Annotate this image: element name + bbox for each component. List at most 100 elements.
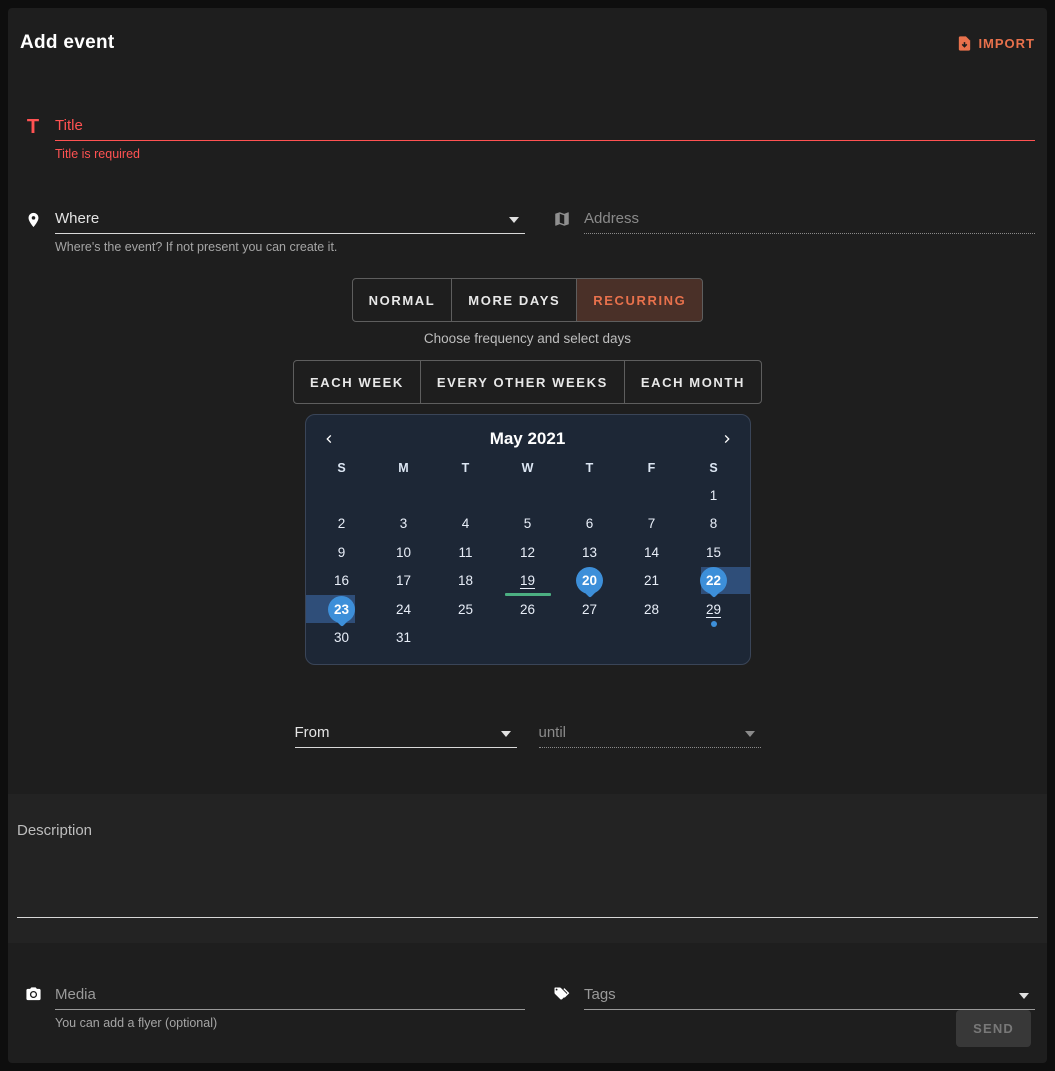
calendar-week-row: 30 31 bbox=[311, 624, 745, 653]
camera-icon bbox=[20, 983, 46, 1003]
calendar-day-empty bbox=[683, 624, 745, 653]
day-header: S bbox=[709, 461, 718, 475]
calendar-day-26[interactable]: 26 bbox=[519, 601, 536, 617]
toggle-each-week[interactable]: EACH WEEK bbox=[294, 361, 420, 403]
import-file-icon bbox=[956, 35, 973, 52]
calendar-day-5[interactable]: 5 bbox=[523, 516, 532, 531]
calendar-day-25[interactable]: 25 bbox=[457, 601, 474, 617]
calendar-day-empty bbox=[497, 624, 559, 653]
tags-caret-icon bbox=[1019, 993, 1029, 999]
calendar-day-27[interactable]: 27 bbox=[581, 601, 598, 617]
tags-select[interactable] bbox=[584, 983, 1035, 1010]
header: Add event IMPORT bbox=[8, 8, 1047, 54]
chevron-left-icon bbox=[321, 431, 337, 447]
calendar-day-28[interactable]: 28 bbox=[643, 601, 660, 617]
frequency-toggle: EACH WEEK EVERY OTHER WEEKS EACH MONTH bbox=[293, 360, 762, 404]
calendar-day-9[interactable]: 9 bbox=[337, 544, 346, 560]
title-input[interactable] bbox=[55, 114, 1035, 141]
toggle-normal[interactable]: NORMAL bbox=[353, 279, 452, 321]
calendar-day-13[interactable]: 13 bbox=[581, 544, 598, 560]
calendar-day-6[interactable]: 6 bbox=[585, 516, 594, 531]
frequency-hint: Choose frequency and select days bbox=[423, 331, 632, 346]
where-caret-icon bbox=[509, 217, 519, 223]
media-field: You can add a flyer (optional) bbox=[20, 983, 525, 1030]
calendar-day-8[interactable]: 8 bbox=[709, 516, 718, 531]
calendar-day-31[interactable]: 31 bbox=[395, 630, 412, 645]
calendar-day-12[interactable]: 12 bbox=[519, 544, 536, 560]
calendar-day-empty bbox=[435, 481, 497, 510]
calendar-day-14[interactable]: 14 bbox=[643, 544, 660, 560]
calendar-day-empty bbox=[497, 481, 559, 510]
calendar-day-2[interactable]: 2 bbox=[337, 516, 346, 531]
day-header: T bbox=[585, 461, 594, 475]
calendar-day-empty bbox=[559, 481, 621, 510]
toggle-more-days[interactable]: MORE DAYS bbox=[451, 279, 576, 321]
media-hint: You can add a flyer (optional) bbox=[55, 1016, 218, 1030]
toggle-every-other-weeks[interactable]: EVERY OTHER WEEKS bbox=[419, 361, 624, 403]
calendar-grid: 1 2 3 4 5 6 7 8 9 10 11 12 13 14 15 16 17 18 19 20 21 22 23 24 2… bbox=[305, 481, 750, 653]
calendar-day-21[interactable]: 21 bbox=[643, 573, 660, 588]
calendar-week-row: 2 3 4 5 6 7 8 bbox=[311, 510, 745, 539]
day-header: W bbox=[521, 461, 534, 475]
calendar-day-30[interactable]: 30 bbox=[333, 630, 350, 645]
description-textarea[interactable] bbox=[17, 822, 1038, 918]
place-pin-icon bbox=[20, 207, 46, 230]
import-button[interactable]: IMPORT bbox=[956, 35, 1035, 52]
calendar-day-empty bbox=[311, 481, 373, 510]
title-field: T Title is required bbox=[20, 114, 1035, 161]
tags-field bbox=[549, 983, 1035, 1030]
calendar-day-17[interactable]: 17 bbox=[395, 573, 412, 588]
calendar-day-11[interactable]: 11 bbox=[458, 544, 473, 560]
page-title: Add event bbox=[20, 32, 115, 53]
calendar-month-label: May 2021 bbox=[489, 429, 566, 448]
until-field bbox=[538, 721, 761, 748]
calendar-day-19[interactable]: 19 bbox=[497, 567, 559, 596]
map-icon bbox=[549, 207, 575, 228]
toggle-each-month[interactable]: EACH MONTH bbox=[623, 361, 761, 403]
send-button[interactable]: SEND bbox=[956, 1010, 1031, 1047]
calendar-day-empty bbox=[621, 481, 683, 510]
calendar-day-4[interactable]: 4 bbox=[461, 516, 470, 531]
where-select[interactable] bbox=[55, 207, 525, 234]
media-input[interactable] bbox=[55, 983, 525, 1010]
until-caret-icon bbox=[744, 731, 755, 737]
calendar-day-23[interactable]: 23 bbox=[305, 595, 373, 624]
calendar-day-10[interactable]: 10 bbox=[395, 544, 412, 560]
calendar-day-1[interactable]: 1 bbox=[709, 487, 718, 503]
day-header: S bbox=[337, 461, 346, 475]
day-header: F bbox=[647, 461, 656, 475]
calendar-next-button[interactable] bbox=[715, 427, 739, 451]
toggle-recurring[interactable]: RECURRING bbox=[576, 279, 703, 321]
calendar-week-row: 16 17 18 19 20 21 22 bbox=[311, 566, 750, 596]
calendar-day-16[interactable]: 16 bbox=[333, 573, 350, 588]
title-icon: T bbox=[26, 116, 40, 138]
today-indicator bbox=[504, 593, 551, 596]
calendar-day-18[interactable]: 18 bbox=[457, 573, 474, 588]
address-input[interactable] bbox=[584, 207, 1035, 234]
tags-icon bbox=[549, 983, 575, 1004]
calendar-prev-button[interactable] bbox=[317, 427, 341, 451]
until-select[interactable] bbox=[538, 721, 761, 748]
calendar-day-empty bbox=[621, 624, 683, 653]
calendar-day-empty bbox=[559, 624, 621, 653]
day-header: M bbox=[398, 461, 409, 475]
calendar-week-row: 1 bbox=[311, 481, 745, 510]
calendar-day-empty bbox=[373, 481, 435, 510]
calendar-day-24[interactable]: 24 bbox=[395, 601, 412, 617]
calendar-day-15[interactable]: 15 bbox=[705, 544, 722, 560]
import-label: IMPORT bbox=[978, 35, 1035, 51]
chevron-right-icon bbox=[719, 431, 735, 447]
day-header: T bbox=[461, 461, 470, 475]
from-select[interactable] bbox=[294, 721, 517, 748]
calendar-day-20[interactable]: 20 bbox=[559, 567, 621, 596]
calendar-day-3[interactable]: 3 bbox=[399, 516, 408, 531]
event-type-toggle: NORMAL MORE DAYS RECURRING bbox=[351, 278, 704, 322]
calendar-day-7[interactable]: 7 bbox=[647, 516, 656, 531]
calendar-day-22[interactable]: 22 bbox=[683, 566, 750, 596]
address-field bbox=[549, 207, 1035, 254]
calendar-day-29[interactable]: 29 bbox=[683, 595, 745, 627]
add-event-card: Add event IMPORT T Title is required bbox=[8, 8, 1047, 1063]
title-error: Title is required bbox=[55, 147, 140, 161]
where-field: Where's the event? If not present you ca… bbox=[20, 207, 525, 254]
